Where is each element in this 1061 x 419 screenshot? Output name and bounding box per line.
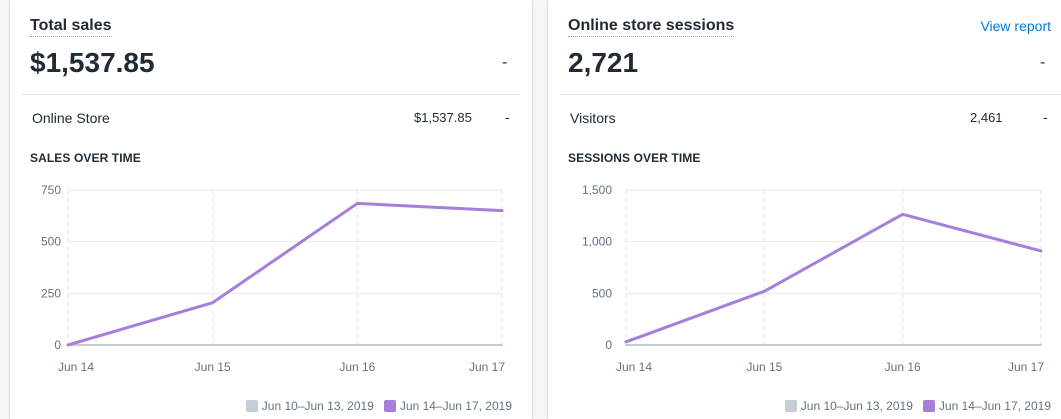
legend-swatch-current — [383, 400, 396, 412]
sessions-x-tick-label: Jun 17 — [1008, 360, 1044, 374]
online-store-label: Online Store — [32, 110, 110, 126]
visitors-change: - — [1043, 109, 1048, 125]
sessions-y-tick-label: 0 — [605, 338, 612, 352]
sessions-change: - — [1040, 54, 1046, 71]
total-sales-title[interactable]: Total sales — [30, 17, 112, 37]
sales-y-tick-label: 750 — [41, 183, 61, 197]
total-sales-value: $1,537.85 — [30, 47, 155, 78]
sessions-chart-legend: Jun 10–Jun 13, 2019 Jun 14–Jun 17, 2019 — [784, 399, 1051, 413]
sessions-current-series-line — [624, 212, 1043, 344]
legend-swatch-previous — [245, 400, 258, 412]
divider — [560, 94, 1061, 95]
sales-current-series-line — [66, 201, 504, 347]
total-sales-change: - — [502, 54, 508, 71]
legend-previous[interactable]: Jun 10–Jun 13, 2019 — [245, 399, 374, 413]
sales-chart-legend: Jun 10–Jun 13, 2019 Jun 14–Jun 17, 2019 — [245, 399, 512, 413]
sessions-x-tick-label: Jun 15 — [746, 360, 782, 374]
sales-y-tick-label: 500 — [41, 235, 61, 249]
sessions-chart: 0 500 1,000 1,500 Jun 14 Jun 15 Jun 16 Jun 17 — [582, 183, 1044, 374]
sales-x-tick-label: Jun 16 — [339, 360, 375, 374]
sales-over-time-heading: SALES OVER TIME — [30, 151, 141, 165]
sales-x-tick-label: Jun 14 — [58, 360, 94, 374]
online-store-sessions-card: Online store sessions View report 2,721 … — [548, 0, 1061, 419]
divider — [22, 94, 520, 95]
legend-previous-label: Jun 10–Jun 13, 2019 — [800, 399, 913, 413]
legend-previous-label: Jun 10–Jun 13, 2019 — [261, 399, 374, 413]
legend-previous[interactable]: Jun 10–Jun 13, 2019 — [784, 399, 913, 413]
legend-current-label: Jun 14–Jun 17, 2019 — [938, 399, 1051, 413]
sales-x-tick-label: Jun 15 — [195, 360, 231, 374]
legend-swatch-previous — [784, 400, 797, 412]
view-report-link[interactable]: View report — [980, 18, 1051, 34]
sessions-over-time-heading: SESSIONS OVER TIME — [568, 151, 701, 165]
online-store-sessions-title[interactable]: Online store sessions — [568, 17, 735, 37]
visitors-label: Visitors — [570, 110, 616, 126]
online-store-change: - — [505, 109, 510, 125]
sales-chart: 0 250 500 750 Jun 14 Jun 15 Jun 16 Jun 17 — [41, 183, 505, 374]
sessions-y-tick-label: 1,000 — [582, 235, 612, 249]
online-store-value: $1,537.85 — [414, 110, 472, 125]
sessions-x-tick-label: Jun 14 — [616, 360, 652, 374]
visitors-value: 2,461 — [970, 110, 1003, 125]
total-sales-card: Total sales $1,537.85 - Online Store $1,… — [10, 0, 532, 419]
legend-swatch-current — [922, 400, 935, 412]
sessions-x-tick-label: Jun 16 — [885, 360, 921, 374]
sessions-y-tick-label: 500 — [592, 286, 612, 300]
legend-current[interactable]: Jun 14–Jun 17, 2019 — [922, 399, 1051, 413]
sales-y-tick-label: 250 — [41, 286, 61, 300]
legend-current-label: Jun 14–Jun 17, 2019 — [399, 399, 512, 413]
legend-current[interactable]: Jun 14–Jun 17, 2019 — [383, 399, 512, 413]
sessions-y-tick-label: 1,500 — [582, 183, 612, 197]
sales-y-tick-label: 0 — [54, 338, 61, 352]
sessions-value: 2,721 — [568, 47, 639, 78]
sales-x-tick-label: Jun 17 — [469, 360, 505, 374]
